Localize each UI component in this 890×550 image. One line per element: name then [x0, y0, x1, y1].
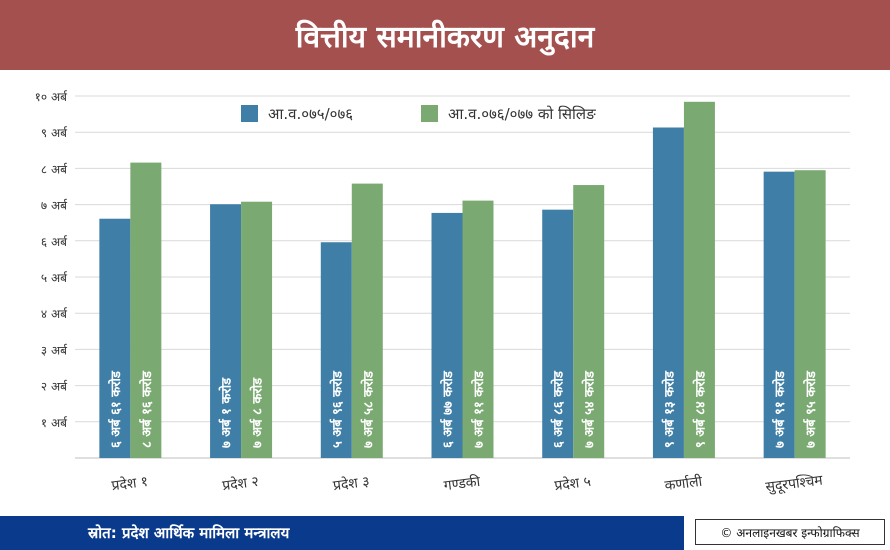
y-tick-label: ७ अर्ब	[41, 199, 68, 213]
x-tick-label: प्रदेश २	[221, 473, 259, 494]
bar-value-label: ७ अर्ब ५८ करोड	[360, 370, 376, 448]
bar-value-label: ७ अर्ब ९५ करोड	[803, 370, 819, 448]
bar-value-label: ७ अर्ब ८ करोड	[250, 377, 266, 448]
y-tick-label: ९ अर्ब	[41, 126, 68, 140]
bar	[542, 209, 574, 458]
bar	[794, 170, 826, 458]
bar	[99, 218, 131, 458]
chart-area: १ अर्ब २ अर्ब ३ अर्ब ४ अर्ब ५ अर्ब ६ अर्ब ७ अर…	[0, 70, 890, 516]
bar	[573, 185, 605, 458]
x-tick-label: प्रदेश १	[111, 473, 149, 494]
bar	[241, 201, 273, 459]
x-tick-label: प्रदेश ३	[332, 473, 370, 494]
y-tick-label: ४ अर्ब	[41, 307, 68, 321]
legend-swatch	[241, 105, 258, 122]
bar	[210, 204, 242, 458]
bar-value-label: ८ अर्ब १६ करोड	[139, 370, 155, 448]
y-tick-label: ८ अर्ब	[41, 162, 68, 176]
source-text: स्रोत: प्रदेश आर्थिक मामिला मन्त्रालय	[0, 516, 684, 550]
y-tick-label: २ अर्ब	[41, 380, 68, 394]
page-title: वित्तीय समानीकरण अनुदान	[0, 0, 890, 70]
bar-value-label: ६ अर्ब ६१ करोड	[108, 370, 124, 448]
legend-label: आ.व.०७६/०७७ को सिलिङ	[448, 105, 596, 123]
bar	[683, 101, 715, 459]
y-tick-label: ३ अर्ब	[41, 343, 68, 357]
bar	[763, 171, 795, 458]
bar	[462, 200, 494, 459]
credit-badge: © अनलाइनखबर इन्फोग्राफिक्स	[695, 519, 885, 545]
bar-value-label: ९ अर्ब ८४ करोड	[692, 370, 708, 448]
x-tick-label: सुदूरपश्चिम	[765, 472, 825, 497]
bar	[130, 162, 162, 458]
legend-label: आ.व.०७५/०७६	[268, 105, 353, 123]
y-tick-label: १० अर्ब	[35, 90, 68, 104]
x-tick-label: गण्डकी	[443, 473, 482, 494]
bar-value-label: ७ अर्ब १ करोड	[219, 377, 235, 448]
bar-value-label: ७ अर्ब ९१ करोड	[772, 370, 788, 448]
y-tick-label: १ अर्ब	[41, 416, 68, 430]
footer: स्रोत: प्रदेश आर्थिक मामिला मन्त्रालय © …	[0, 516, 890, 550]
bar	[431, 212, 463, 458]
bar	[320, 242, 352, 458]
bar-value-label: ७ अर्ब ११ करोड	[471, 370, 487, 448]
bar-value-label: ९ अर्ब १३ करोड	[661, 370, 677, 448]
y-tick-label: ५ अर्ब	[41, 271, 68, 285]
bar-value-label: ५ अर्ब ९६ करोड	[329, 370, 345, 448]
bar-value-label: ६ अर्ब ८६ करोड	[551, 370, 567, 448]
legend-swatch	[421, 105, 438, 122]
x-tick-label: प्रदेश ५	[553, 473, 591, 494]
bar	[652, 127, 684, 458]
bar-value-label: ७ अर्ब ५४ करोड	[582, 370, 598, 448]
x-tick-label: कर्णाली	[664, 473, 704, 495]
bar-chart: १ अर्ब २ अर्ब ३ अर्ब ४ अर्ब ५ अर्ब ६ अर्ब ७ अर…	[35, 90, 850, 497]
y-tick-label: ६ अर्ब	[41, 235, 68, 249]
bar	[351, 183, 383, 458]
bar-value-label: ६ अर्ब ७७ करोड	[440, 370, 456, 448]
